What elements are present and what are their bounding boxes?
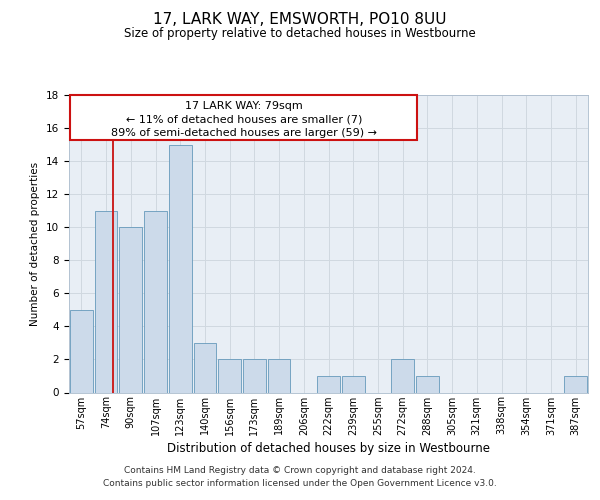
Text: ← 11% of detached houses are smaller (7): ← 11% of detached houses are smaller (7) <box>125 114 362 124</box>
Bar <box>342 376 365 392</box>
Bar <box>144 210 167 392</box>
Text: 89% of semi-detached houses are larger (59) →: 89% of semi-detached houses are larger (… <box>111 128 377 138</box>
Bar <box>317 376 340 392</box>
Bar <box>391 360 414 392</box>
Bar <box>194 343 216 392</box>
Bar <box>70 95 418 140</box>
Y-axis label: Number of detached properties: Number of detached properties <box>31 162 40 326</box>
Bar <box>119 227 142 392</box>
X-axis label: Distribution of detached houses by size in Westbourne: Distribution of detached houses by size … <box>167 442 490 454</box>
Bar <box>243 360 266 392</box>
Bar <box>564 376 587 392</box>
Text: 17 LARK WAY: 79sqm: 17 LARK WAY: 79sqm <box>185 101 303 111</box>
Text: Size of property relative to detached houses in Westbourne: Size of property relative to detached ho… <box>124 28 476 40</box>
Text: Contains HM Land Registry data © Crown copyright and database right 2024.
Contai: Contains HM Land Registry data © Crown c… <box>103 466 497 487</box>
Bar <box>218 360 241 392</box>
Bar <box>70 310 93 392</box>
Bar <box>169 144 191 392</box>
Bar <box>268 360 290 392</box>
Bar <box>95 210 118 392</box>
Bar <box>416 376 439 392</box>
Text: 17, LARK WAY, EMSWORTH, PO10 8UU: 17, LARK WAY, EMSWORTH, PO10 8UU <box>153 12 447 28</box>
